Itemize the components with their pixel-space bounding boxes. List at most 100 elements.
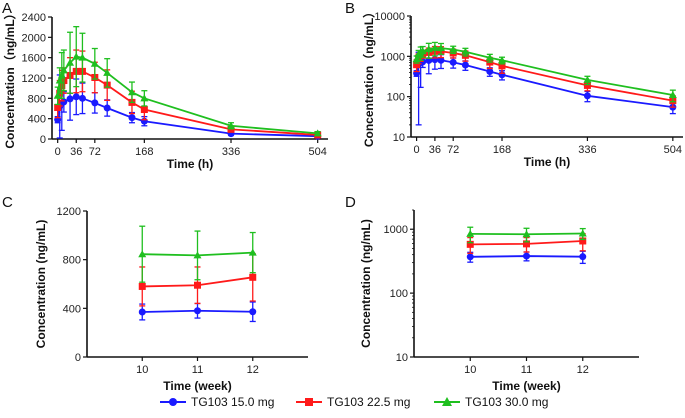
x-tick-label: 12 [577, 364, 589, 376]
data-point [193, 251, 202, 259]
legend: TG103 15.0 mg TG103 22.5 mg TG103 30.0 m… [0, 395, 685, 413]
data-point [466, 240, 474, 248]
series-line [415, 50, 673, 102]
series-circle [466, 250, 587, 265]
x-tick-label: 504 [664, 144, 682, 156]
data-point [583, 92, 591, 100]
x-tick-label: 72 [447, 144, 459, 156]
y-tick-label: 400 [63, 303, 81, 315]
data-point [437, 56, 445, 64]
series-circle [138, 301, 257, 323]
legend-item-22-5mg: TG103 22.5 mg [296, 395, 410, 409]
data-point [522, 230, 531, 238]
data-point [72, 93, 80, 101]
x-tick-label: 0 [55, 146, 61, 158]
data-point [486, 68, 494, 76]
data-point [436, 44, 445, 52]
y-tick-label: 100 [387, 92, 405, 104]
data-point [194, 307, 201, 315]
y-tick-label: 100 [390, 288, 408, 300]
data-point [461, 47, 470, 55]
panel-a: A 0 400 800 1200 1600 2000 2400 0 36 72 168 336 504 Ti… [2, 0, 328, 171]
data-point [578, 229, 587, 237]
y-tick-label: 2000 [22, 32, 46, 44]
data-point [430, 43, 439, 51]
data-point [66, 95, 74, 103]
triangle-marker-icon [434, 397, 460, 406]
data-point [54, 103, 62, 111]
series-triangle [53, 26, 322, 137]
data-point [103, 104, 111, 112]
panel-c: C 0 400 800 1200 10 11 12 Time (week) Concentrati… [2, 194, 308, 393]
x-axis-title: Time (week) [163, 379, 231, 393]
legend-item-30mg: TG103 30.0 mg [434, 395, 548, 409]
data-point [138, 308, 146, 316]
data-point [418, 47, 427, 55]
x-tick-label: 10 [136, 364, 148, 376]
panel-b: B 10 100 1000 10000 0 36 72 168 336 504 Time (h) Con… [345, 0, 683, 169]
y-tick-label: 10 [396, 352, 408, 364]
data-point [412, 55, 421, 63]
data-point [583, 81, 591, 89]
series-square [466, 233, 587, 254]
x-tick-label: 10 [464, 364, 476, 376]
data-point [57, 71, 66, 79]
circle-marker-icon [160, 398, 186, 406]
series-triangle [138, 225, 257, 283]
data-point [227, 121, 236, 129]
legend-label: TG103 30.0 mg [465, 395, 549, 409]
x-tick-label: 504 [309, 146, 327, 158]
data-point [138, 250, 147, 258]
x-tick-label: 12 [247, 364, 259, 376]
square-marker-icon [296, 398, 322, 406]
panel-label: D [345, 194, 356, 211]
panel-label: C [2, 194, 13, 211]
x-tick-label: 36 [70, 146, 82, 158]
y-tick-label: 1200 [57, 206, 81, 218]
data-point [485, 53, 494, 61]
x-axis-title: Time (week) [492, 379, 560, 393]
data-point [498, 62, 506, 70]
data-point [103, 68, 112, 76]
data-point [413, 61, 421, 69]
x-tick-label: 336 [578, 144, 596, 156]
data-point [91, 99, 99, 107]
data-point [449, 58, 457, 66]
data-point [668, 90, 677, 98]
y-axis-title: Concentration (ng/mL) [359, 219, 373, 348]
legend-label: TG103 22.5 mg [327, 395, 411, 409]
data-point [249, 308, 257, 316]
x-tick-label: 36 [429, 144, 441, 156]
data-point [90, 59, 99, 67]
data-point [249, 273, 257, 281]
panel-label: B [345, 0, 355, 17]
data-point [466, 229, 475, 237]
y-tick-label: 1600 [22, 53, 46, 65]
data-point [449, 45, 458, 53]
x-axis-title: Time (h) [524, 155, 570, 169]
data-point [424, 45, 433, 53]
data-point [140, 94, 149, 102]
data-point [138, 282, 146, 290]
x-tick-label: 336 [222, 146, 240, 158]
y-axis-title: Concentration（ng/mL） [361, 6, 376, 147]
y-tick-label: 400 [28, 114, 46, 126]
data-point [72, 52, 81, 60]
x-tick-label: 11 [192, 364, 203, 376]
x-tick-label: 168 [135, 146, 153, 158]
data-point [55, 76, 64, 84]
panel-d: D 10 100 1000 10 11 12 Time (week) Concentration… [345, 194, 639, 393]
data-point [583, 75, 592, 83]
data-point [59, 66, 68, 74]
x-tick-label: 72 [89, 146, 101, 158]
y-axis-title: Concentration（ng/mL） [2, 7, 17, 148]
data-point [313, 129, 322, 137]
y-tick-label: 10 [393, 132, 405, 144]
y-tick-label: 10000 [374, 11, 405, 23]
y-tick-label: 0 [75, 352, 81, 364]
data-point [523, 240, 530, 248]
legend-item-15mg: TG103 15.0 mg [160, 395, 274, 409]
panel-label: A [2, 0, 12, 17]
data-point [461, 61, 469, 69]
